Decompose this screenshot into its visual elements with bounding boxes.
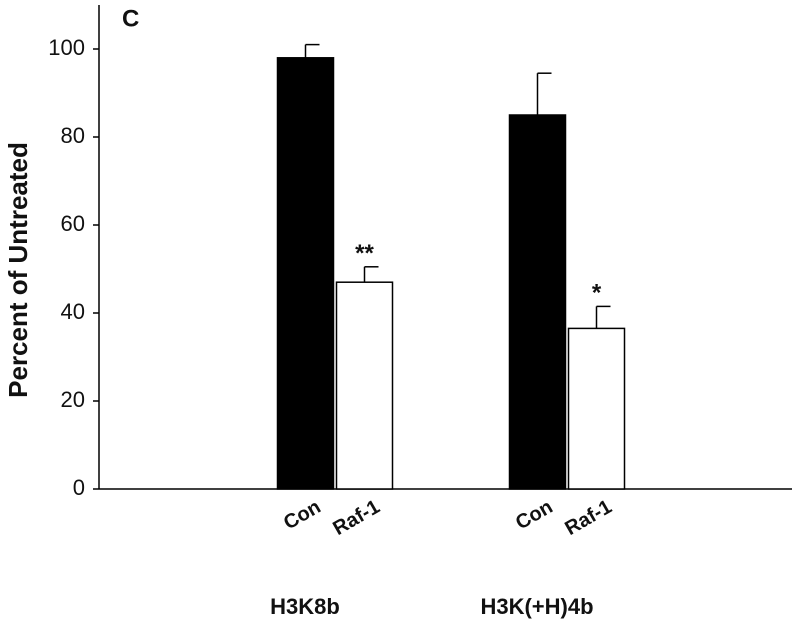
bar [335,281,394,490]
y-tick-label: 20 [61,387,85,412]
panel-label: C [122,5,139,32]
bar [567,327,626,490]
group-label: H3K8b [270,594,340,619]
group-label: H3K(+H)4b [480,594,593,619]
y-axis-label: Percent of Untreated [3,142,33,398]
y-tick-label: 60 [61,211,85,236]
y-tick-label: 100 [48,35,85,60]
series-label: Con [280,496,325,534]
bar [276,57,335,490]
series-label: Raf-1 [561,496,615,540]
significance-label: * [592,280,602,307]
y-tick-label: 80 [61,123,85,148]
y-tick-label: 40 [61,299,85,324]
significance-label: ** [355,240,374,267]
y-tick-label: 0 [73,475,85,500]
series-label: Raf-1 [329,496,383,540]
series-label: Con [512,496,557,534]
bar [508,114,567,490]
